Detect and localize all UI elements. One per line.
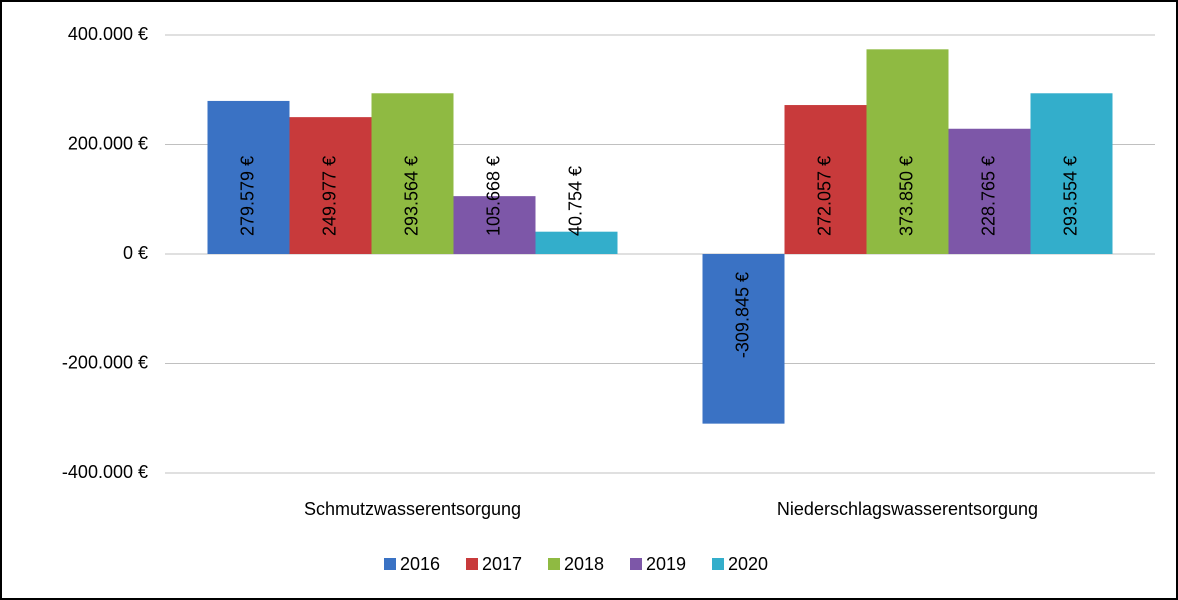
legend-label: 2018 <box>564 554 604 574</box>
data-label: 272.057 € <box>814 156 834 236</box>
bar <box>289 117 372 254</box>
data-label: 228.765 € <box>978 156 998 236</box>
y-tick-label: 0 € <box>123 243 148 263</box>
y-tick-label: -400.000 € <box>62 462 148 482</box>
legend-swatch <box>630 558 642 570</box>
bar <box>784 105 867 254</box>
bar <box>702 254 785 424</box>
data-label: 373.850 € <box>896 156 916 236</box>
legend-swatch <box>384 558 396 570</box>
legend-swatch <box>466 558 478 570</box>
data-label: 249.977 € <box>319 156 339 236</box>
data-label: 293.554 € <box>1060 156 1080 236</box>
y-tick-label: 400.000 € <box>68 24 148 44</box>
legend-label: 2019 <box>646 554 686 574</box>
data-label: 105.668 € <box>483 156 503 236</box>
bar <box>207 100 290 254</box>
legend-label: 2016 <box>400 554 440 574</box>
data-label: 293.564 € <box>401 156 421 236</box>
bar <box>1030 93 1113 255</box>
bar <box>535 231 618 254</box>
x-tick-label: Schmutzwasserentsorgung <box>304 499 521 519</box>
legend-label: 2020 <box>728 554 768 574</box>
x-tick-label: Niederschlagswasserentsorgung <box>777 499 1038 519</box>
legend-swatch <box>548 558 560 570</box>
data-label: 40.754 € <box>565 166 585 236</box>
data-label: 279.579 € <box>237 156 257 236</box>
bar <box>371 93 454 254</box>
y-tick-label: 200.000 € <box>68 133 148 153</box>
legend-swatch <box>712 558 724 570</box>
bar <box>866 49 949 254</box>
data-label: -309.845 € <box>732 272 752 358</box>
bar <box>453 196 536 254</box>
y-tick-label: -200.000 € <box>62 352 148 372</box>
legend-label: 2017 <box>482 554 522 574</box>
bar <box>948 128 1031 254</box>
